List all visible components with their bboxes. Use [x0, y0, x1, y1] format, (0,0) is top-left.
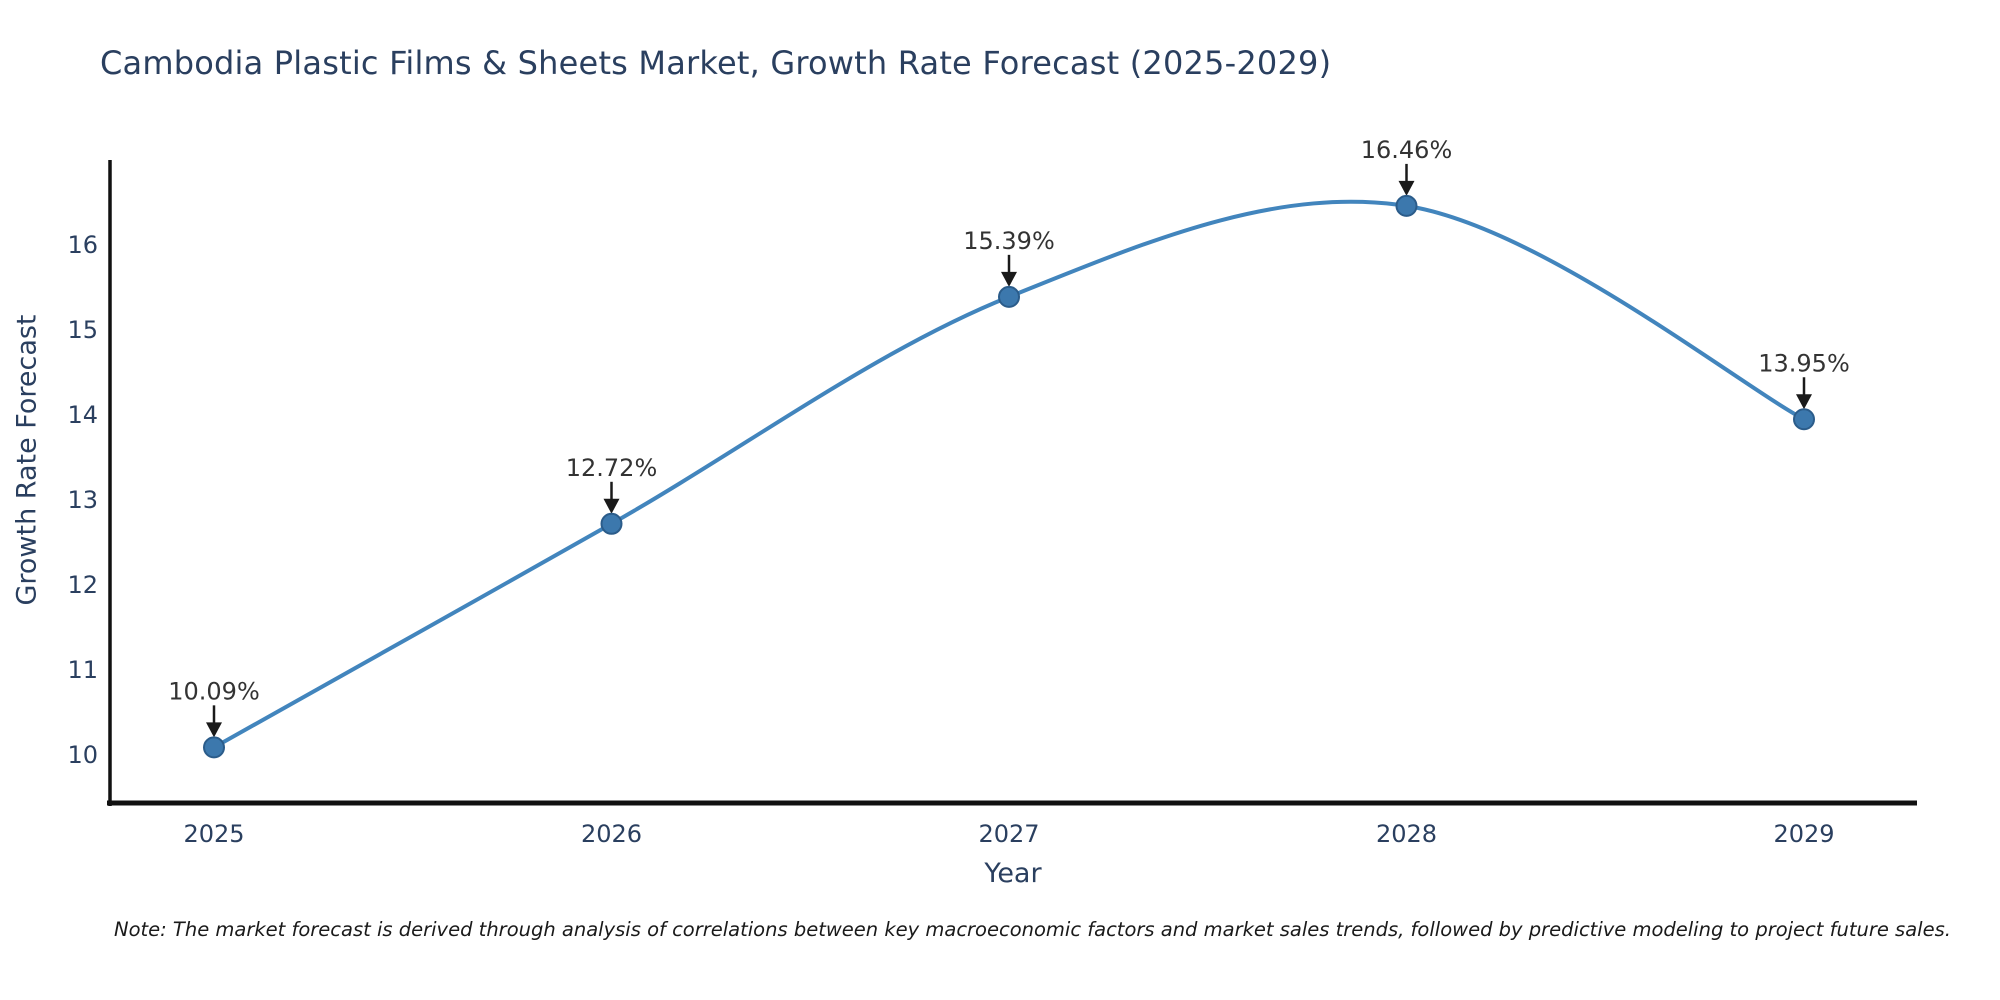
annotation-arrow-head [1796, 394, 1812, 410]
x-tick-label: 2025 [183, 820, 244, 848]
y-tick-label: 16 [67, 231, 98, 259]
y-tick-label: 12 [67, 571, 98, 599]
y-tick-label: 14 [67, 401, 98, 429]
annotation-arrow-head [603, 498, 620, 514]
x-tick-label: 2029 [1773, 820, 1834, 848]
x-tick-label: 2027 [978, 820, 1039, 848]
y-tick-label: 10 [67, 741, 98, 769]
x-axis-title: Year [984, 858, 1042, 889]
point-value-label: 13.95% [1758, 349, 1850, 377]
data-point-marker[interactable] [203, 736, 225, 759]
data-point-marker[interactable] [600, 512, 623, 535]
point-value-label: 16.46% [1361, 136, 1453, 164]
footnote: Note: The market forecast is derived thr… [114, 918, 1951, 941]
point-value-label: 10.09% [168, 677, 260, 705]
data-point-marker[interactable] [1395, 194, 1418, 217]
y-tick-label: 11 [67, 656, 98, 684]
data-point-marker[interactable] [1793, 408, 1815, 431]
data-point-marker[interactable] [998, 285, 1020, 308]
point-value-label: 15.39% [963, 227, 1055, 255]
annotation-arrow-head [1001, 271, 1017, 287]
x-tick-label: 2026 [581, 820, 642, 848]
annotation-arrow-head [1398, 180, 1415, 196]
y-tick-label: 13 [67, 486, 98, 514]
annotation-arrow-head [206, 722, 222, 738]
chart-title: Cambodia Plastic Films & Sheets Market, … [100, 44, 1332, 82]
x-tick-label: 2028 [1376, 820, 1437, 848]
point-value-label: 12.72% [566, 454, 658, 482]
y-tick-label: 15 [67, 316, 98, 344]
